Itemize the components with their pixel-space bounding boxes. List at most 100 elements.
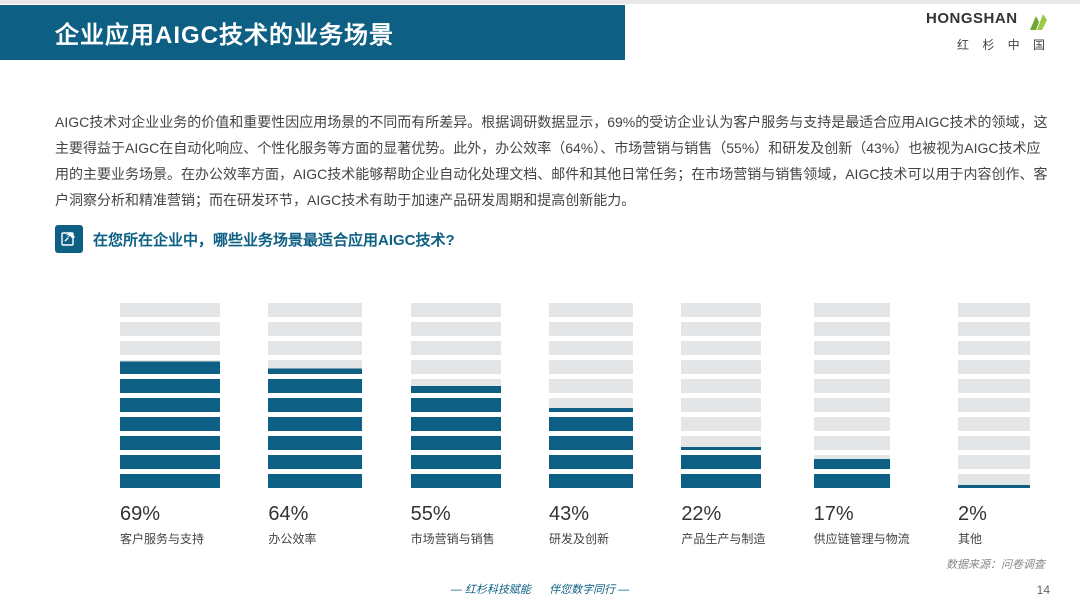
chart-bar-segment	[268, 398, 362, 412]
chart-bar-segment	[268, 341, 362, 355]
chart-bar-segment	[958, 379, 1030, 393]
chart-bar-segment	[549, 379, 633, 393]
chart-percentage: 17%	[814, 503, 854, 526]
footer-slogan: — 红杉科技赋能 伴您数字同行 —	[0, 581, 1080, 597]
chart-bar-segment	[549, 303, 633, 317]
chart-bar-segment	[268, 360, 362, 374]
chart-bar-segment	[681, 417, 761, 431]
question-text: 在您所在企业中，哪些业务场景最适合应用AIGC技术?	[93, 229, 455, 250]
chart-bar-segment	[958, 398, 1030, 412]
question-row: ? 在您所在企业中，哪些业务场景最适合应用AIGC技术?	[55, 225, 455, 253]
chart-bars	[549, 303, 633, 493]
chart-label: 市场营销与销售	[411, 530, 495, 547]
question-icon: ?	[55, 225, 83, 253]
chart-bar-segment	[268, 474, 362, 488]
chart-bar-segment	[814, 474, 890, 488]
chart-bar-segment	[549, 322, 633, 336]
chart-column: 22% 产品生产与制造	[681, 303, 765, 547]
page-title: 企业应用AIGC技术的业务场景	[55, 15, 394, 50]
header-bar: 企业应用AIGC技术的业务场景	[0, 5, 625, 60]
chart-bar-segment	[268, 303, 362, 317]
chart-percentage: 64%	[268, 503, 308, 526]
chart-bar-segment	[958, 455, 1030, 469]
chart-bar-segment	[411, 341, 501, 355]
chart-bar-segment	[549, 398, 633, 412]
chart-bar-segment	[681, 398, 761, 412]
chart-bar-segment	[681, 360, 761, 374]
chart-bars	[268, 303, 362, 493]
chart-label: 供应链管理与物流	[814, 530, 910, 547]
chart-bars	[681, 303, 761, 493]
chart-bar-segment	[814, 398, 890, 412]
chart-bar-segment	[681, 455, 761, 469]
chart-label: 办公效率	[268, 530, 316, 547]
brand-logo-icon	[1028, 10, 1050, 36]
chart-label: 客户服务与支持	[120, 530, 204, 547]
chart-bar-segment	[411, 360, 501, 374]
chart-bar-segment	[268, 417, 362, 431]
chart-bars	[958, 303, 1030, 493]
chart-percentage: 55%	[411, 503, 451, 526]
data-source-label: 数据来源：问卷调查	[946, 556, 1045, 572]
chart-bars	[814, 303, 890, 493]
chart-bar-segment	[681, 474, 761, 488]
chart-percentage: 22%	[681, 503, 721, 526]
chart-column: 69% 客户服务与支持	[120, 303, 220, 547]
chart-bar-segment	[120, 474, 220, 488]
chart-label: 其他	[958, 530, 982, 547]
chart-column: 64% 办公效率	[268, 303, 362, 547]
chart-bar-segment	[411, 322, 501, 336]
chart-bar-segment	[120, 360, 220, 374]
chart-bar-segment	[549, 436, 633, 450]
chart-column: 17% 供应链管理与物流	[814, 303, 910, 547]
chart-bar-segment	[681, 436, 761, 450]
chart-percentage: 2%	[958, 503, 987, 526]
chart-bar-segment	[681, 379, 761, 393]
chart-column: 2% 其他	[958, 303, 1030, 547]
chart-bar-segment	[120, 379, 220, 393]
chart-percentage: 43%	[549, 503, 589, 526]
top-stripe	[0, 0, 1080, 4]
svg-text:?: ?	[66, 234, 70, 241]
brand-block: HONGSHAN 红 杉 中 国	[926, 10, 1050, 53]
footer-right: 伴您数字同行 —	[549, 584, 629, 596]
brand-name-cn: 红 杉 中 国	[926, 36, 1050, 53]
chart-bar-segment	[681, 341, 761, 355]
chart-column: 55% 市场营销与销售	[411, 303, 501, 547]
chart-bar-segment	[411, 417, 501, 431]
chart-bar-segment	[120, 436, 220, 450]
chart-bar-segment	[120, 322, 220, 336]
chart-bar-segment	[958, 360, 1030, 374]
chart-bar-segment	[958, 417, 1030, 431]
footer-left: — 红杉科技赋能	[451, 584, 531, 596]
chart-bar-segment	[549, 474, 633, 488]
chart-bar-segment	[120, 455, 220, 469]
chart-bar-segment	[549, 417, 633, 431]
chart-bar-segment	[958, 322, 1030, 336]
chart-bar-segment	[411, 303, 501, 317]
chart-bar-segment	[549, 455, 633, 469]
chart-label: 研发及创新	[549, 530, 609, 547]
chart-label: 产品生产与制造	[681, 530, 765, 547]
chart-bar-segment	[411, 455, 501, 469]
brand-name-en: HONGSHAN	[926, 10, 1018, 27]
chart-bar-segment	[814, 322, 890, 336]
chart-bar-segment	[411, 436, 501, 450]
chart-bar-segment	[411, 474, 501, 488]
chart-bar-segment	[958, 303, 1030, 317]
chart-bar-segment	[268, 322, 362, 336]
chart-bar-segment	[681, 322, 761, 336]
chart-bar-segment	[120, 417, 220, 431]
chart-bars	[411, 303, 501, 493]
chart-bar-segment	[814, 417, 890, 431]
chart-bar-segment	[681, 303, 761, 317]
page-number: 14	[1037, 583, 1050, 597]
chart-bar-segment	[268, 455, 362, 469]
chart-bar-segment	[814, 303, 890, 317]
chart-bar-segment	[120, 303, 220, 317]
chart-bar-segment	[411, 379, 501, 393]
chart-bar-segment	[120, 341, 220, 355]
chart-bar-segment	[958, 474, 1030, 488]
chart-percentage: 69%	[120, 503, 160, 526]
chart-bar-segment	[958, 341, 1030, 355]
